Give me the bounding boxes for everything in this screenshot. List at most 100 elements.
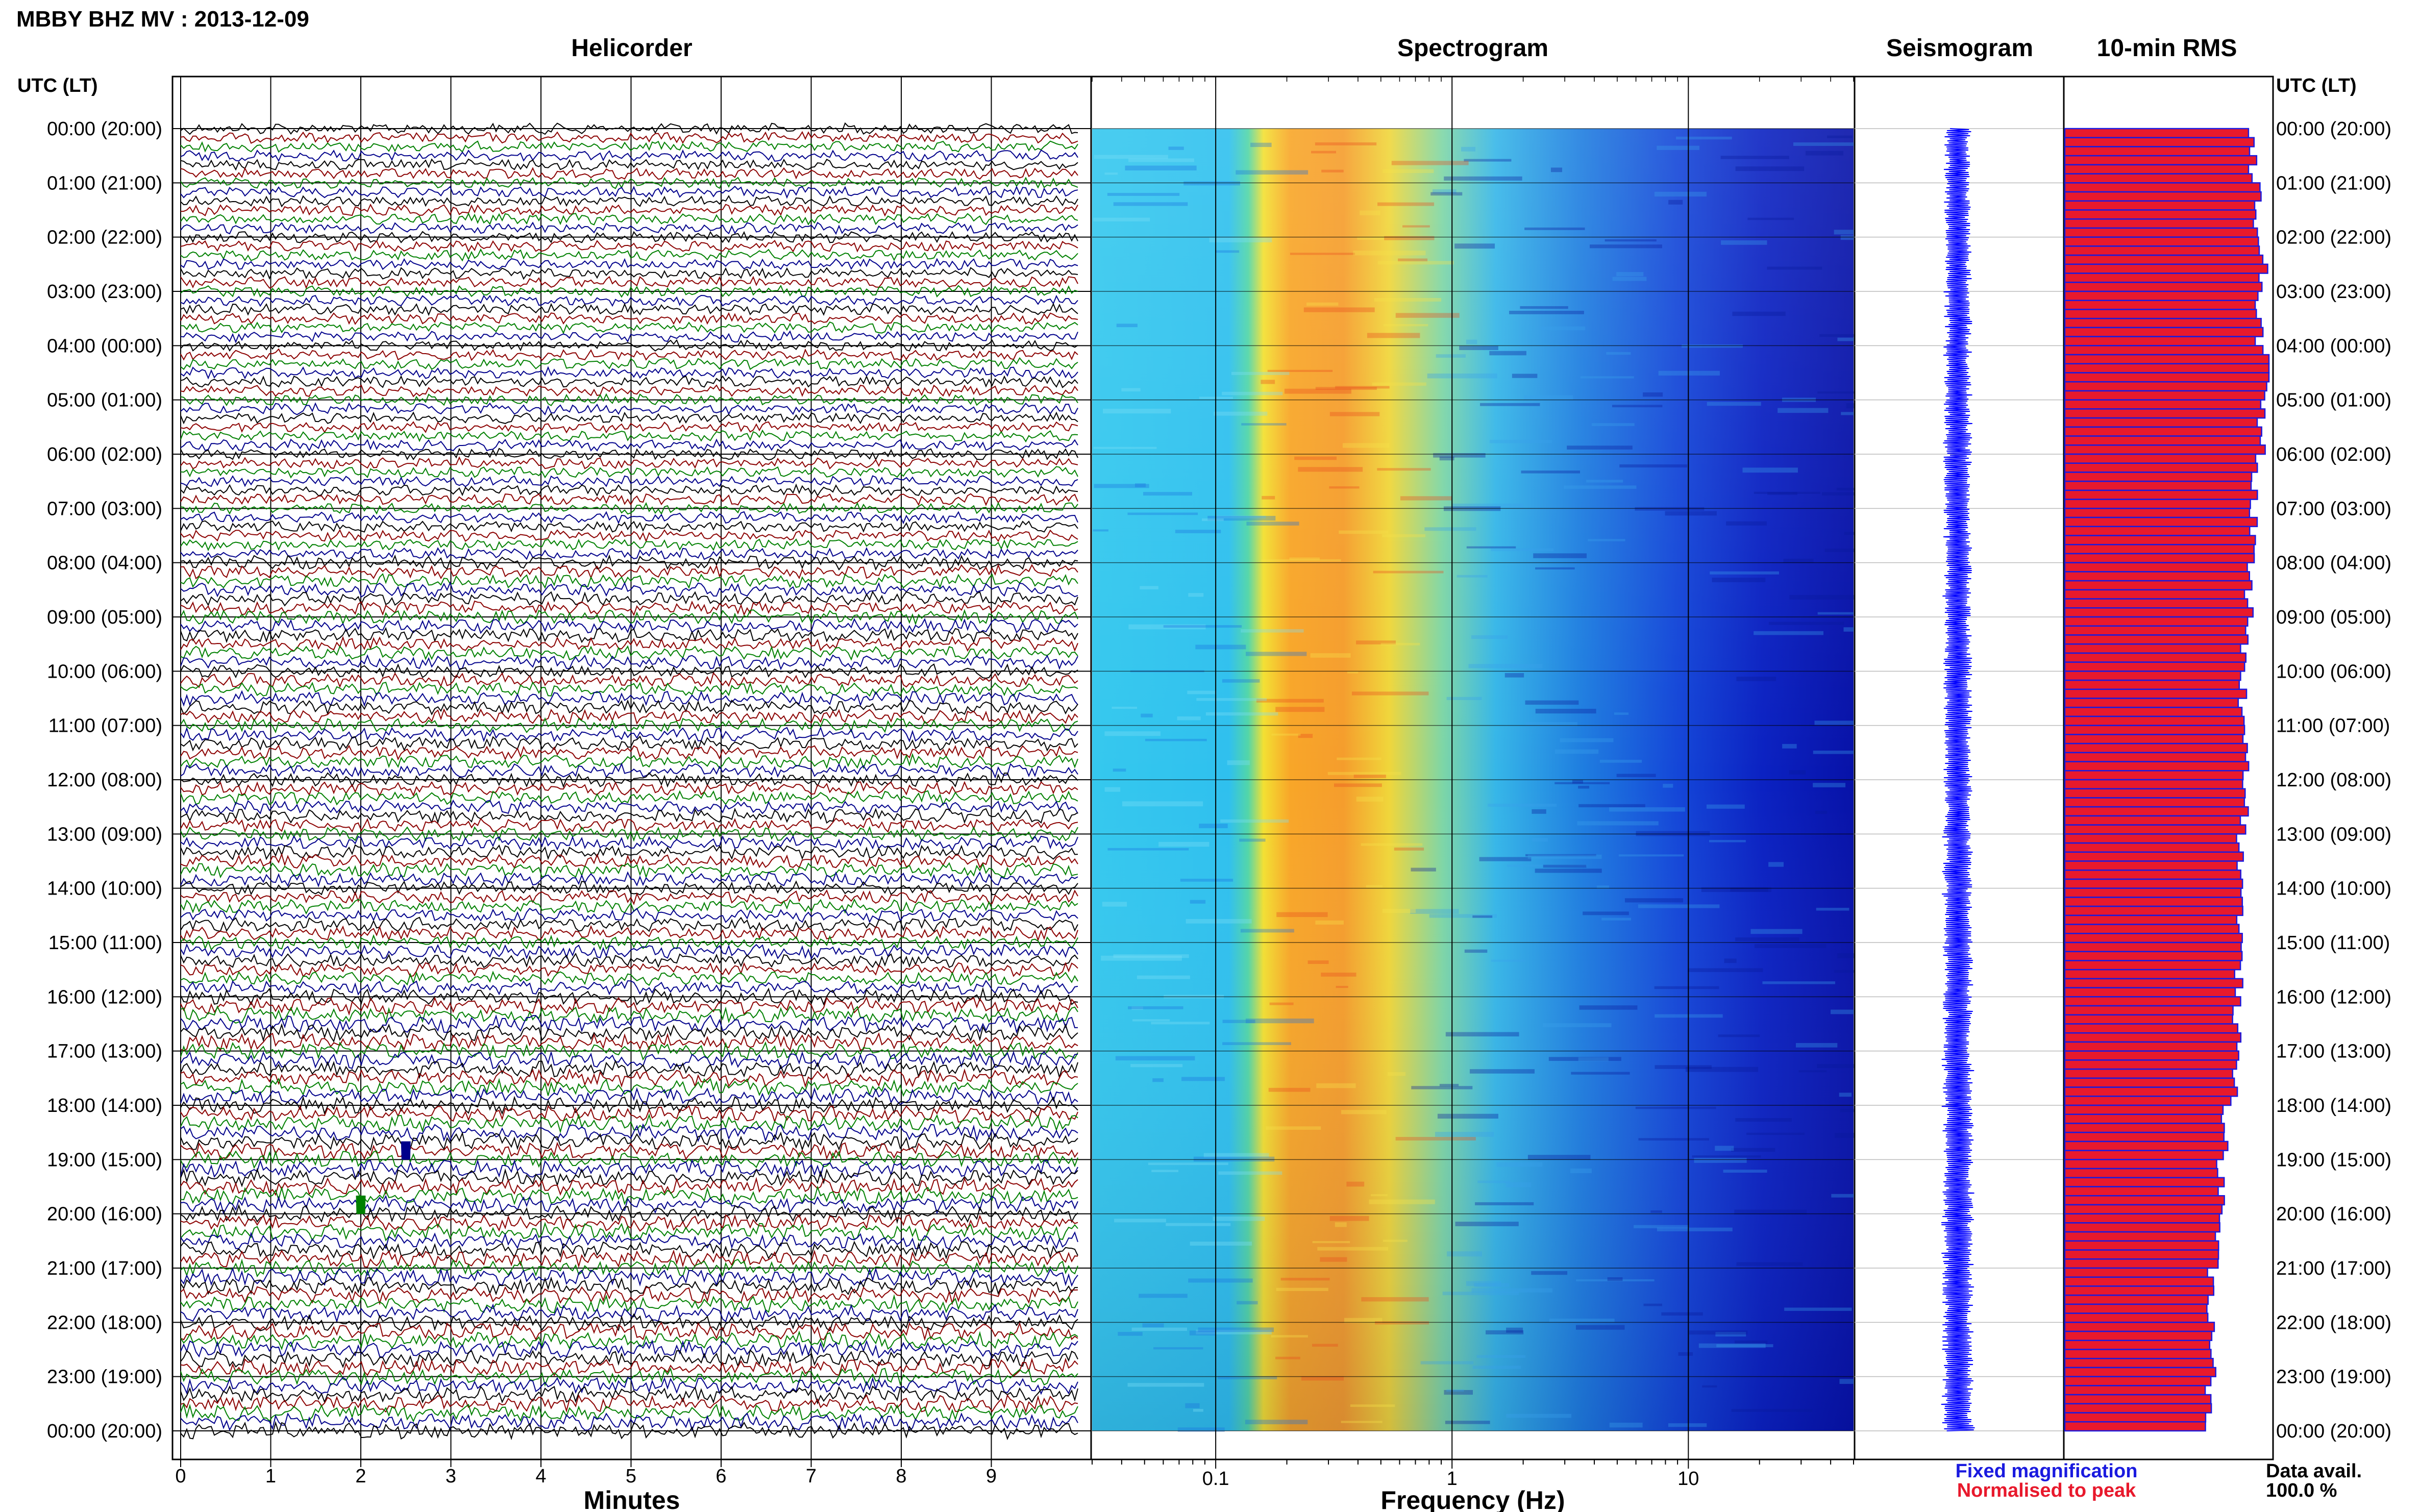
spectrogram-streak (1094, 155, 1168, 159)
rms-bar (2064, 363, 2270, 374)
rms-bar (2064, 489, 2258, 500)
helicorder-trace (180, 1005, 1078, 1024)
rms-bar (2064, 969, 2235, 980)
rms-bar (2064, 1059, 2237, 1070)
rms-bar (2064, 1123, 2225, 1133)
rms-bar (2064, 1322, 2215, 1332)
spectrogram-streak (1591, 423, 1635, 426)
helicorder-trace (180, 284, 1078, 298)
spectrogram-streak (1439, 1084, 1459, 1086)
time-label-right: 07:00 (03:00) (2276, 498, 2391, 519)
spectrogram-streak (1491, 548, 1554, 552)
spectrogram-streak (1127, 512, 1198, 515)
rms-bar (2064, 806, 2249, 817)
helicorder-trace (180, 1330, 1078, 1350)
rms-bar (2064, 779, 2243, 789)
helicorder-trace (180, 852, 1078, 869)
spectrogram-streak (1657, 145, 1699, 150)
spectrogram-streak (1261, 380, 1275, 384)
spectrogram-streak (1284, 388, 1351, 394)
time-label-left: 16:00 (12:00) (47, 986, 162, 1008)
helicorder-trace (180, 131, 1078, 144)
spectrogram-streak (1782, 743, 1797, 749)
spectrogram-streak (1266, 1126, 1321, 1130)
helicorder-trace (180, 1294, 1078, 1313)
spectrogram-streak (1310, 653, 1351, 658)
spectrogram-streak (1276, 912, 1328, 918)
helicorder-trace (180, 889, 1078, 906)
rms-bar (2064, 1213, 2220, 1224)
spectrogram-streak (1841, 412, 1859, 415)
helicorder-trace (180, 1249, 1078, 1268)
spectrogram-streak (1750, 929, 1803, 934)
spectrogram-streak (1466, 339, 1477, 344)
time-label-right: 23:00 (19:00) (2276, 1367, 2391, 1388)
spectrogram-streak (1734, 1209, 1807, 1215)
spectrogram-streak (1607, 1277, 1623, 1281)
spectrogram-streak (1614, 712, 1629, 715)
spectrogram-streak (1137, 975, 1190, 979)
spectrogram-streak (1181, 1077, 1225, 1081)
spectrogram-streak (1357, 236, 1395, 240)
helicorder-trace (180, 1086, 1078, 1106)
spectrogram-streak (1531, 1271, 1568, 1275)
rms-bar (2064, 164, 2250, 175)
spectrogram-streak (1798, 1070, 1827, 1073)
spectrogram-streak (1093, 447, 1157, 449)
helicorder-trace (180, 563, 1078, 580)
spectrogram-streak (1383, 169, 1434, 173)
rms-bar (2064, 824, 2247, 835)
rms-bar (2064, 761, 2250, 772)
spectrogram-streak (1383, 324, 1428, 327)
spectrogram-streak (1638, 1138, 1709, 1141)
spectrogram-streak (1341, 1421, 1383, 1423)
spectrogram-streak (1784, 1307, 1852, 1311)
spectrogram-streak (1289, 557, 1320, 560)
spectrogram-streak (1488, 803, 1557, 807)
spectrogram-streak (1525, 722, 1577, 727)
rms-bar (2064, 1376, 2212, 1386)
rms-bar (2064, 254, 2264, 265)
spectrogram-streak (1583, 911, 1629, 915)
spectrogram-streak (1372, 382, 1426, 386)
helicorder-trace (180, 276, 1078, 289)
helicorder-tick-label: 9 (986, 1466, 997, 1487)
rms-bar (2064, 1077, 2235, 1088)
spectrogram-streak (1472, 1366, 1521, 1369)
rms-bar (2064, 770, 2244, 781)
spectrogram-streak (1347, 671, 1359, 674)
spectrogram-streak (1588, 539, 1625, 541)
rms-bar (2064, 1258, 2219, 1269)
spectrogram-streak (1676, 136, 1732, 140)
spectrogram-streak (1336, 986, 1348, 988)
rms-bar (2064, 209, 2257, 220)
time-label-left: 00:00 (20:00) (47, 1421, 162, 1442)
spectrogram-streak (1361, 1297, 1429, 1302)
spectrogram-streak (1466, 1281, 1501, 1286)
spectrogram-streak (1411, 867, 1436, 872)
helicorder-trace (180, 1385, 1078, 1405)
spectrogram-streak (1707, 402, 1761, 406)
spectrogram-streak (1201, 518, 1224, 522)
spectrogram-streak (1527, 854, 1602, 859)
spectrogram-streak (1094, 484, 1149, 488)
rms-bar (2064, 951, 2243, 961)
helicorder-trace (180, 1168, 1078, 1187)
spectrogram-streak (1107, 848, 1189, 851)
time-label-left: 19:00 (15:00) (47, 1149, 162, 1171)
spectrogram-streak (1329, 1216, 1369, 1221)
spectrogram-streak (1505, 1182, 1532, 1187)
spectrogram-streak (1731, 1409, 1813, 1412)
spectrogram-streak (1735, 166, 1805, 171)
spectrogram-streak (1817, 391, 1885, 394)
spectrogram-grid (1092, 77, 1854, 1459)
rms-bar (2064, 1330, 2213, 1342)
rms-bar (2064, 1303, 2208, 1314)
helicorder-trace (180, 762, 1078, 779)
rms-bar (2064, 1041, 2238, 1052)
spectrogram-streak (1139, 1294, 1188, 1298)
spectrogram-streak (1222, 1020, 1255, 1023)
helicorder-trace (180, 1195, 1078, 1215)
spectrogram-streak (1203, 1153, 1269, 1158)
spectrogram-streak (1479, 857, 1532, 861)
